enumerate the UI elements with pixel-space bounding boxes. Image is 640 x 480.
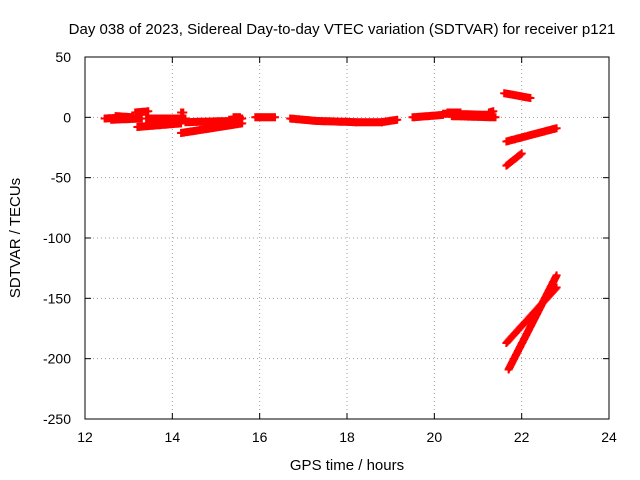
data-series [100,89,561,374]
y-tick-label: -50 [51,170,71,186]
y-tick-label: -150 [43,290,71,306]
data-segment [484,107,498,117]
data-point [271,113,279,122]
chart-title: Day 038 of 2023, Sidereal Day-to-day VTE… [69,21,616,38]
data-point [517,149,526,158]
data-point [526,94,535,102]
data-segment [111,112,137,122]
x-tick-label: 12 [77,429,93,445]
data-segment [177,108,188,117]
data-point [236,113,244,122]
data-segment [131,107,153,117]
data-segment [502,124,561,146]
data-segment [408,110,448,122]
y-axis-label: SDTVAR / TECUs [7,178,24,298]
data-segment [251,113,279,122]
data-segment [447,112,500,122]
y-tick-label: -200 [43,351,71,367]
data-segment [504,271,561,374]
data-point [129,113,137,122]
x-tick-label: 18 [339,429,355,445]
data-point [144,107,153,116]
data-segment [502,149,526,170]
data-point [552,271,561,280]
data-segment [286,114,321,125]
data-point [491,113,500,122]
x-tick-label: 14 [165,429,181,445]
y-tick-label: 0 [63,109,71,125]
data-point [489,107,498,116]
data-point [552,124,561,133]
x-tick-label: 22 [514,429,530,445]
data-point [179,108,188,117]
data-segment [377,115,402,127]
data-segment [502,283,561,347]
data-segment [351,118,386,127]
y-tick-label: 50 [55,49,71,65]
x-tick-label: 16 [252,429,268,445]
x-axis-label: GPS time / hours [290,457,404,474]
y-tick-label: -100 [43,230,71,246]
grid-lines [85,57,609,419]
x-tick-label: 24 [601,429,617,445]
data-point [393,115,402,124]
data-segment [229,113,244,122]
x-tick-label: 20 [427,429,443,445]
axis-ticks: 12 14 16 18 20 22 24 -250 -200 -150 -100 -50 0 50 [43,49,617,445]
data-segment [500,89,535,102]
y-tick-label: -250 [43,411,71,427]
